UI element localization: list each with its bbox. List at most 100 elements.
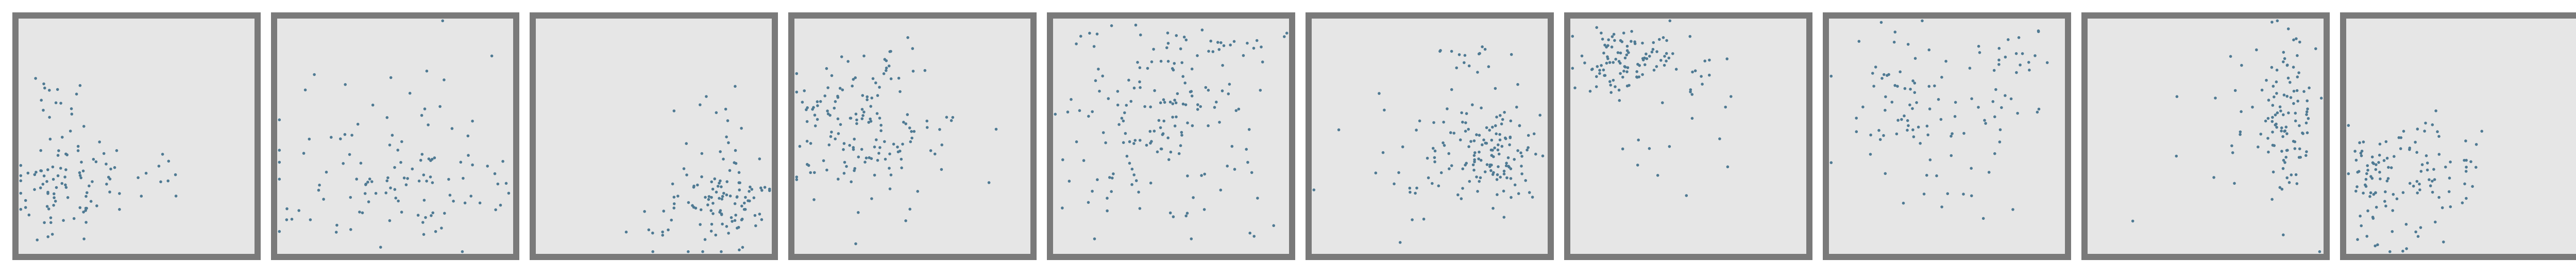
scatter-point <box>1442 141 1445 144</box>
scatter-point <box>848 143 851 147</box>
scatter-point <box>876 158 879 162</box>
scatter-point <box>1149 181 1153 185</box>
scatter-point <box>2432 168 2435 171</box>
scatter-point <box>1168 101 1172 104</box>
scatter-point <box>1500 122 1503 125</box>
scatter-point <box>1625 53 1629 57</box>
scatter-point <box>1261 60 1264 63</box>
scatter-point <box>2428 178 2431 182</box>
scatter-point <box>940 168 943 171</box>
scatter-point <box>2294 119 2297 123</box>
scatter-point <box>1409 190 1412 194</box>
scatter-point <box>285 218 289 221</box>
scatter-point <box>1133 139 1137 142</box>
scatter-point <box>1463 61 1466 65</box>
scatter-point <box>78 84 82 87</box>
scatter-point <box>719 179 722 183</box>
scatter-point <box>710 222 714 226</box>
scatter-point <box>1111 176 1114 180</box>
scatter-point <box>1106 209 1109 213</box>
scatter-point <box>466 134 470 138</box>
scatter-point <box>478 201 482 205</box>
scatter-point <box>1616 51 1620 54</box>
scatter-point <box>1869 153 1872 156</box>
scatter-point <box>379 246 382 249</box>
scatter-point <box>1607 38 1610 41</box>
scatter-point <box>2354 189 2358 193</box>
scatter-point <box>1903 114 1906 118</box>
scatter-point <box>19 164 23 167</box>
scatter-point <box>2229 55 2232 58</box>
scatter-point <box>1641 73 1644 76</box>
scatter-point <box>2448 176 2451 180</box>
scatter-point <box>1431 147 1435 150</box>
scatter-point <box>1490 138 1494 142</box>
scatter-point <box>1237 107 1241 111</box>
scatter-point <box>1526 148 1529 152</box>
scatter-point <box>1189 90 1192 93</box>
scatter-point <box>36 238 39 241</box>
scatter-point <box>1130 183 1133 186</box>
scatter-point <box>1977 44 1980 48</box>
scatter-point <box>1473 160 1476 164</box>
scatter-point <box>908 207 911 211</box>
scatter-point <box>1180 131 1183 134</box>
scatter-point <box>2289 80 2292 84</box>
scatter-point <box>2402 130 2405 133</box>
scatter-point <box>161 153 164 156</box>
scatter-point <box>2436 130 2439 133</box>
scatter-point <box>1997 46 2001 50</box>
scatter-point <box>1725 57 1728 60</box>
scatter-point <box>838 87 842 90</box>
scatter-point <box>1134 179 1138 182</box>
scatter-point <box>69 130 72 133</box>
scatter-point <box>78 171 81 174</box>
scatter-point <box>725 225 728 228</box>
scatter-point <box>1181 102 1185 106</box>
scatter-point <box>661 230 664 234</box>
scatter-point <box>2131 219 2134 223</box>
scatter-point <box>2240 110 2243 114</box>
scatter-point <box>19 191 23 195</box>
scatter-point <box>1184 214 1188 218</box>
panel-frame <box>12 12 261 260</box>
scatter-point <box>64 168 67 171</box>
scatter-point <box>2304 154 2308 157</box>
scatter-point <box>853 169 856 172</box>
scatter-point <box>2414 140 2417 144</box>
scatter-point <box>1464 121 1467 124</box>
scatter-point <box>740 217 744 221</box>
scatter-point <box>849 117 853 120</box>
scatter-point <box>2319 96 2323 100</box>
scatter-point <box>2423 130 2426 133</box>
scatter-point <box>2441 206 2444 209</box>
scatter-point <box>2397 136 2401 139</box>
scatter-point <box>46 168 49 171</box>
scatter-point <box>105 163 108 166</box>
scatter-point <box>1136 61 1139 64</box>
scatter-point <box>1475 133 1478 136</box>
scatter-point <box>869 105 872 108</box>
scatter-point <box>1513 183 1517 187</box>
scatter-point <box>906 36 909 39</box>
scatter-point <box>1600 64 1603 67</box>
scatter-point <box>713 177 716 181</box>
scatter-point <box>1172 215 1175 218</box>
scatter-point <box>1207 50 1210 53</box>
scatter-point <box>2270 66 2274 69</box>
scatter-point <box>507 191 511 195</box>
scatter-point <box>676 195 680 198</box>
scatter-point <box>406 177 409 180</box>
scatter-point <box>1665 39 1668 42</box>
scatter-point <box>904 219 907 222</box>
scatter-point <box>107 175 110 179</box>
scatter-point <box>1484 141 1487 145</box>
scatter-point <box>722 191 725 195</box>
scatter-point <box>1226 165 1229 168</box>
scatter-point <box>1132 173 1136 176</box>
scatter-point <box>737 171 741 174</box>
scatter-point <box>1635 75 1638 78</box>
scatter-point <box>1504 137 1507 140</box>
scatter-point <box>1165 46 1168 50</box>
scatter-point <box>113 166 116 169</box>
